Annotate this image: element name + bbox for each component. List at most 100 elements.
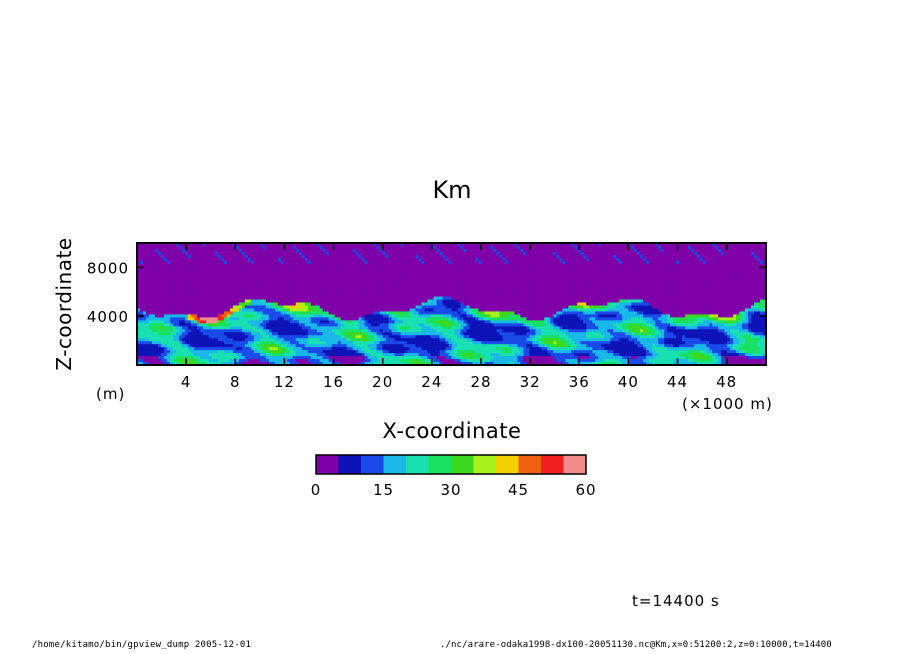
heatmap-cell [166, 269, 171, 274]
heatmap-cell [307, 272, 312, 277]
heatmap-cell [592, 251, 596, 256]
heatmap-cell [748, 272, 752, 277]
heatmap-cell [472, 266, 476, 271]
heatmap-cell [685, 293, 689, 297]
heatmap-cell [160, 248, 165, 253]
heatmap-cell [406, 245, 410, 250]
heatmap-cell [757, 251, 761, 256]
heatmap-cell [604, 266, 608, 271]
heatmap-cell [547, 287, 551, 292]
heatmap-cell [700, 260, 704, 265]
heatmap-cell [394, 257, 398, 262]
heatmap-cell [403, 302, 407, 306]
heatmap-cell [298, 243, 303, 247]
heatmap-cell [703, 278, 707, 283]
heatmap-cell [259, 266, 264, 271]
heatmap-cell [436, 296, 440, 300]
heatmap-cell [559, 243, 563, 247]
heatmap-cell [556, 251, 560, 256]
heatmap-cell [163, 287, 168, 292]
heatmap-cell [412, 296, 416, 300]
heatmap-cell [658, 293, 662, 297]
heatmap-cell [493, 284, 497, 289]
heatmap-cell [640, 272, 644, 277]
heatmap-cell [514, 248, 518, 253]
heatmap-cell [370, 272, 375, 277]
heatmap-cell [313, 269, 318, 274]
heatmap-cell [469, 287, 473, 292]
heatmap-cell [235, 266, 240, 271]
heatmap-cell [268, 302, 273, 306]
heatmap-cell [550, 278, 554, 283]
heatmap-cell [397, 260, 401, 265]
heatmap-cell [598, 266, 602, 271]
heatmap-cell [265, 257, 270, 262]
heatmap-cell [274, 299, 279, 303]
heatmap-cell [442, 275, 446, 280]
heatmap-cell [601, 302, 605, 306]
heatmap-cell [253, 272, 258, 277]
heatmap-cell [247, 251, 252, 256]
heatmap-cell [304, 272, 309, 277]
heatmap-cell [697, 266, 701, 271]
heatmap-cell [697, 248, 701, 253]
heatmap-cell [478, 275, 482, 280]
heatmap-cell [673, 269, 677, 274]
heatmap-cell [178, 284, 183, 289]
heatmap-cell [253, 275, 258, 280]
heatmap-cell [625, 263, 629, 268]
heatmap-cell [703, 263, 707, 268]
heatmap-cell [670, 245, 674, 250]
heatmap-cell [625, 243, 629, 247]
heatmap-cell [202, 245, 207, 250]
heatmap-cell [196, 299, 201, 303]
heatmap-cell [595, 278, 599, 283]
heatmap-cell [658, 263, 662, 268]
heatmap-cell [478, 278, 482, 283]
heatmap-cell [517, 272, 521, 277]
heatmap-cell [160, 299, 165, 303]
heatmap-cell [433, 281, 437, 286]
heatmap-cell [595, 248, 599, 253]
heatmap-cell [526, 263, 530, 268]
heatmap-cell [580, 263, 584, 268]
heatmap-cell [712, 281, 716, 286]
heatmap-cell [724, 278, 728, 283]
heatmap-cell [658, 284, 662, 289]
heatmap-cell [199, 296, 204, 300]
heatmap-cell [463, 293, 467, 297]
heatmap-cell [190, 296, 195, 300]
heatmap-cell [664, 296, 668, 300]
heatmap-cell [406, 243, 410, 247]
heatmap-cell [142, 302, 147, 306]
heatmap-cell [529, 278, 533, 283]
heatmap-cell [721, 281, 725, 286]
heatmap-cell [331, 272, 336, 277]
heatmap-cell [355, 311, 360, 315]
heatmap-cell [454, 290, 458, 294]
heatmap-cell [277, 311, 282, 315]
heatmap-cell [739, 260, 743, 265]
heatmap-cell [523, 278, 527, 283]
heatmap-cell [385, 263, 389, 268]
heatmap-cell [583, 302, 587, 306]
heatmap-cell [328, 245, 333, 250]
heatmap-cell [535, 302, 539, 306]
heatmap-cell [502, 266, 506, 271]
heatmap-cell [685, 296, 689, 300]
heatmap-cell [322, 272, 327, 277]
heatmap-cell [361, 290, 366, 294]
heatmap-cell [595, 299, 599, 303]
heatmap-cell [568, 302, 572, 306]
heatmap-cell [298, 263, 303, 268]
heatmap-cell [748, 308, 752, 312]
heatmap-cell [481, 266, 485, 271]
heatmap-cell [181, 293, 186, 297]
heatmap-cell [295, 260, 300, 265]
heatmap-cell [140, 266, 144, 271]
heatmap-cell [481, 245, 485, 250]
heatmap-cell [253, 243, 258, 247]
heatmap-cell [559, 287, 563, 292]
heatmap-cell [226, 293, 231, 297]
heatmap-cell [433, 293, 437, 297]
